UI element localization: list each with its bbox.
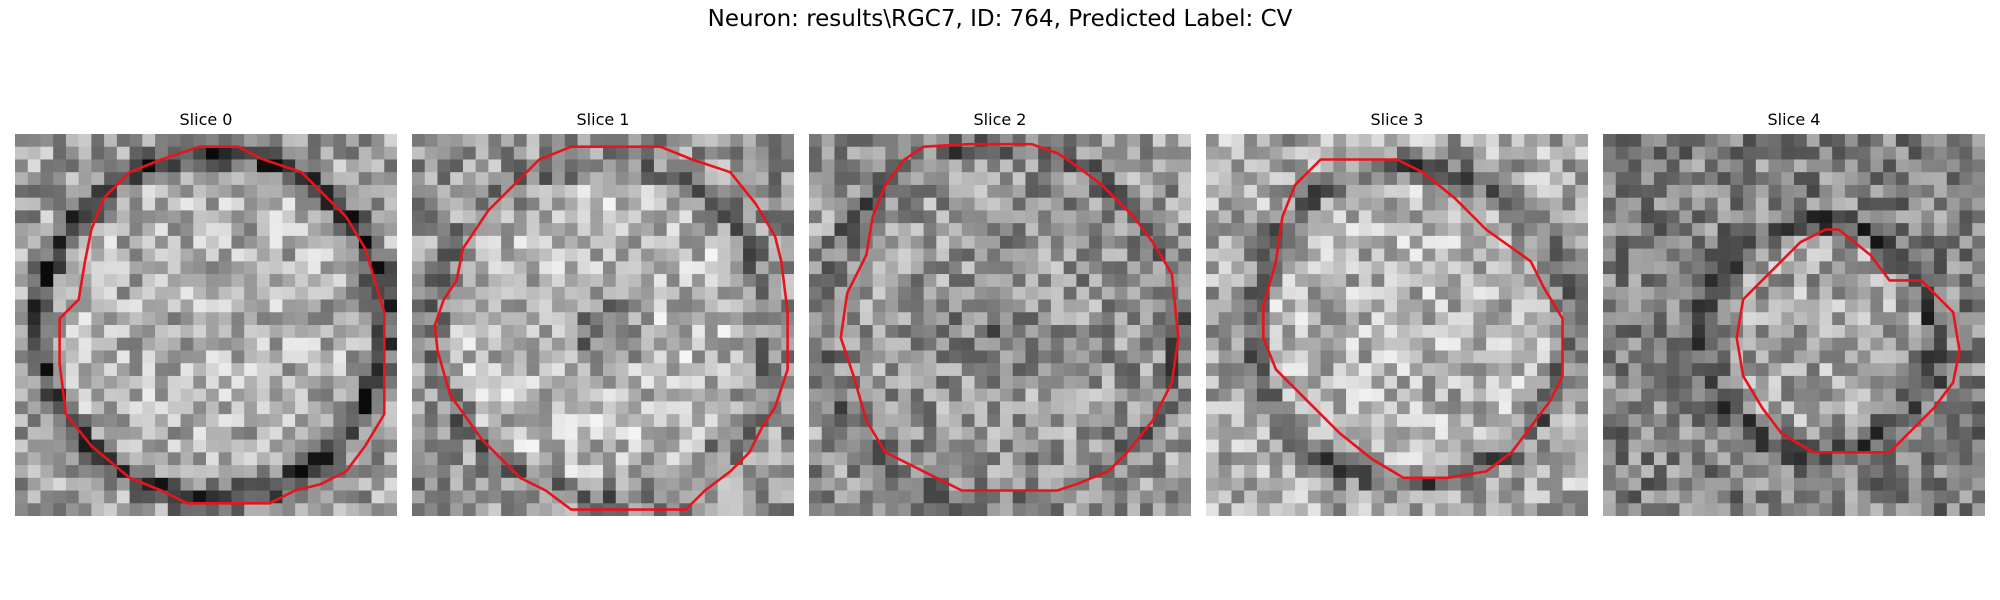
slice-panel-3: Slice 3 [1206, 108, 1588, 516]
slice-image-1 [412, 134, 794, 516]
cell-contour-3 [1262, 158, 1564, 480]
pixel-grid [15, 134, 397, 516]
slice-panel-4: Slice 4 [1603, 108, 1985, 516]
slice-title-1: Slice 1 [576, 110, 630, 129]
cell-contour-1 [433, 145, 789, 511]
slice-panel-1: Slice 1 [412, 108, 794, 516]
slice-title-0: Slice 0 [179, 110, 233, 129]
figure-title: Neuron: results\RGC7, ID: 764, Predicted… [707, 6, 1293, 32]
slice-title-3: Slice 3 [1370, 110, 1424, 129]
slice-image-2 [809, 134, 1191, 516]
pixel-grid [809, 134, 1191, 516]
slice-image-4 [1603, 134, 1985, 516]
slice-panel-0: Slice 0 [15, 108, 397, 516]
slice-image-3 [1206, 134, 1588, 516]
slice-image-0 [15, 134, 397, 516]
slice-title-2: Slice 2 [973, 110, 1027, 129]
pixel-grid [1603, 134, 1985, 516]
pixel-grid [1206, 134, 1588, 516]
cell-contour-4 [1735, 228, 1961, 454]
cell-contour-0 [58, 145, 386, 505]
cell-contour-2 [839, 142, 1180, 492]
slice-title-4: Slice 4 [1767, 110, 1821, 129]
pixel-grid [412, 134, 794, 516]
slice-panel-2: Slice 2 [809, 108, 1191, 516]
